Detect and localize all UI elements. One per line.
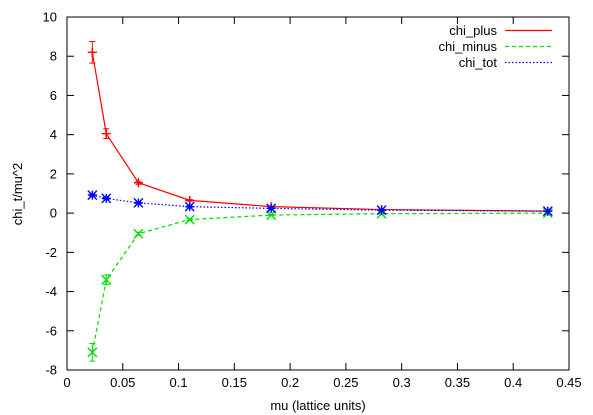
y-tick-label: 2 xyxy=(50,166,57,181)
legend-label: chi_minus xyxy=(438,39,497,54)
data-point xyxy=(184,214,195,225)
plot-frame xyxy=(66,16,570,371)
x-tick-label: 0.2 xyxy=(281,375,299,390)
data-point xyxy=(101,274,112,285)
legend-label: chi_tot xyxy=(459,55,498,70)
series-line-chi_minus xyxy=(91,212,548,353)
series-line-chi_tot xyxy=(92,194,548,212)
series-layer xyxy=(87,41,553,362)
ticks-layer: 0 0.05 0.1 0.15 0.2 0.25 0.3 0.35 0.4 0.45 -8 -6 -4 -… xyxy=(43,10,582,391)
x-tick-label: 0.45 xyxy=(556,375,581,390)
series-chi_minus xyxy=(87,208,553,362)
data-point xyxy=(133,178,143,188)
y-axis-label: chi_t/mu^2 xyxy=(10,163,25,225)
data-point xyxy=(101,193,112,204)
y-tick-label: -2 xyxy=(45,245,57,260)
x-axis-label: mu (lattice units) xyxy=(270,398,365,413)
y-tick-label: -6 xyxy=(45,323,57,338)
data-point xyxy=(133,197,144,208)
y-tick-label: -4 xyxy=(45,284,57,299)
y-tick-label: 6 xyxy=(50,88,57,103)
legend-label: chi_plus xyxy=(449,23,497,38)
data-point xyxy=(376,205,387,216)
series-chi_tot xyxy=(87,190,553,217)
x-tick-label: 0.25 xyxy=(333,375,358,390)
data-point xyxy=(184,201,195,212)
data-point xyxy=(101,129,111,139)
x-tick-label: 0.15 xyxy=(222,375,247,390)
y-tick-label: 8 xyxy=(50,49,57,64)
x-tick-label: 0.4 xyxy=(504,375,522,390)
data-point xyxy=(87,47,97,57)
x-tick-label: 0.3 xyxy=(393,375,411,390)
data-point xyxy=(87,347,98,358)
y-tick-label: -8 xyxy=(45,363,57,378)
y-tick-label: 4 xyxy=(50,127,57,142)
data-point xyxy=(542,206,553,217)
data-point xyxy=(87,190,98,201)
x-tick-label: 0.35 xyxy=(445,375,470,390)
x-tick-label: 0 xyxy=(63,375,70,390)
data-point xyxy=(266,203,277,214)
data-point xyxy=(133,228,144,239)
series-line-chi_plus xyxy=(91,52,548,212)
x-tick-label: 0.1 xyxy=(170,375,188,390)
x-tick-label: 0.05 xyxy=(110,375,135,390)
y-tick-label: 0 xyxy=(50,206,57,221)
y-tick-label: 10 xyxy=(43,10,57,25)
